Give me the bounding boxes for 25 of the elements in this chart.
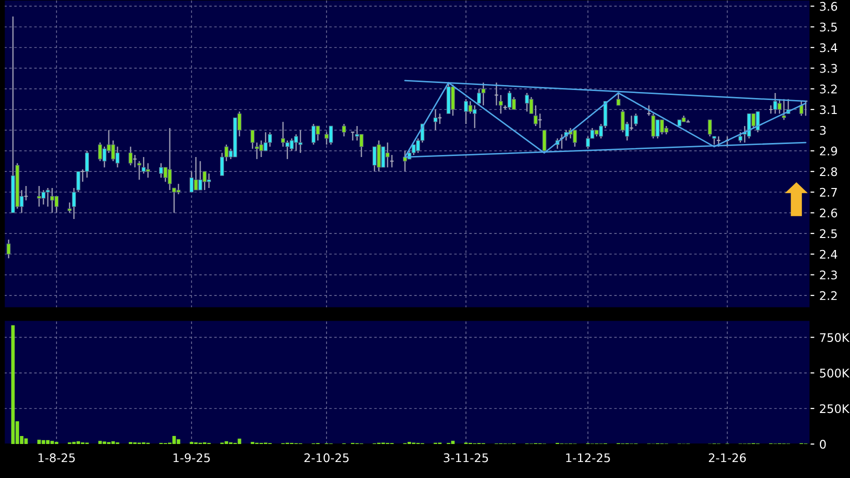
y-tick-label: 2.6 (820, 208, 838, 218)
y-tick-label: 2.8 (820, 167, 838, 176)
x-tick-label: 3-11-25 (444, 453, 488, 462)
y-tick-label: 750K (820, 333, 850, 342)
x-tick-label: 1-8-25 (38, 453, 75, 462)
x-tick-label: 2-10-25 (304, 453, 349, 462)
y-tick-label: 3.2 (820, 84, 837, 94)
y-tick-label: 250K (820, 404, 850, 414)
y-tick-label: 2.7 (820, 188, 837, 197)
y-tick-label: 3.3 (820, 64, 837, 73)
y-tick-label: 3.5 (820, 22, 837, 32)
y-tick-label: 2.9 (820, 146, 838, 156)
y-tick-label: 3.6 (820, 2, 838, 11)
y-tick-label: 0 (820, 440, 826, 449)
y-tick-label: 3.1 (820, 105, 837, 114)
y-tick-label: 2.3 (820, 270, 837, 280)
y-tick-label: 2.4 (820, 250, 838, 259)
y-tick-label: 2.2 (820, 291, 837, 300)
y-tick-label: 2.5 (820, 229, 837, 238)
x-tick-label: 1-9-25 (174, 453, 210, 462)
x-tick-label: 2-1-26 (708, 453, 746, 462)
x-tick-label: 1-12-25 (566, 453, 610, 462)
y-tick-label: 500K (820, 368, 850, 378)
y-tick-label: 3.4 (820, 43, 838, 52)
y-tick-label: 3 (820, 126, 826, 135)
